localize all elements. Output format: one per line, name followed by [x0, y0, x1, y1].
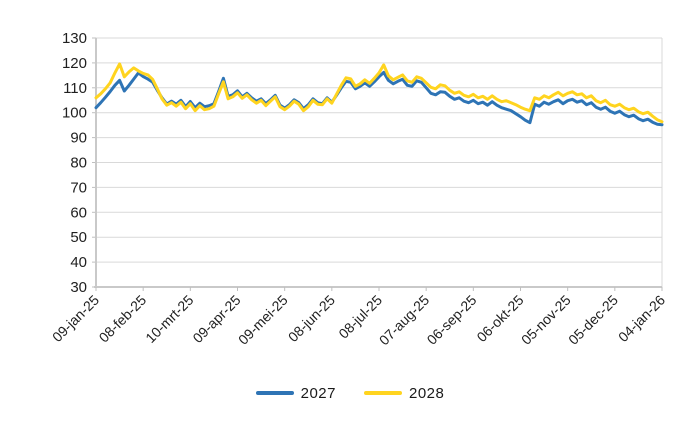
y-tick-label: 60	[70, 204, 87, 221]
y-tick-label: 70	[70, 179, 87, 196]
x-tick-label: 10-mrt-25	[142, 292, 196, 346]
y-tick-label: 80	[70, 155, 87, 172]
legend: 2027 2028	[0, 380, 700, 406]
legend-swatch-2028	[364, 391, 402, 395]
y-tick-label: 110	[63, 80, 87, 97]
y-tick-label: 100	[62, 105, 87, 122]
legend-label-2028: 2028	[409, 384, 445, 402]
legend-item-2028: 2028	[364, 385, 444, 402]
x-tick-label: 05-nov-25	[518, 292, 574, 348]
x-tick-label: 09-mei-25	[235, 292, 291, 348]
x-tick-label: 09-jan-25	[49, 292, 102, 345]
y-tick-label: 90	[70, 130, 87, 147]
y-tick-label: 40	[70, 254, 87, 271]
legend-label-2027: 2027	[300, 384, 336, 402]
y-tick-label: 30	[70, 279, 87, 296]
series-line-2027	[94, 70, 664, 127]
x-tick-label: 08-jun-25	[285, 292, 338, 345]
x-tick-label: 06-sep-25	[424, 292, 480, 348]
legend-item-2027: 2027	[255, 384, 336, 402]
y-tick-label: 130	[62, 30, 87, 47]
legend-swatch-2027	[255, 391, 294, 395]
y-tick-label: 120	[62, 55, 87, 72]
y-tick-label: 50	[70, 229, 87, 246]
series-line-2028	[94, 62, 664, 124]
x-tick-label: 08-feb-25	[96, 292, 150, 346]
x-tick-label: 04-jan-26	[615, 292, 668, 345]
x-tick-label: 07-aug-25	[376, 292, 433, 349]
x-tick-label: 05-dec-25	[565, 292, 621, 348]
